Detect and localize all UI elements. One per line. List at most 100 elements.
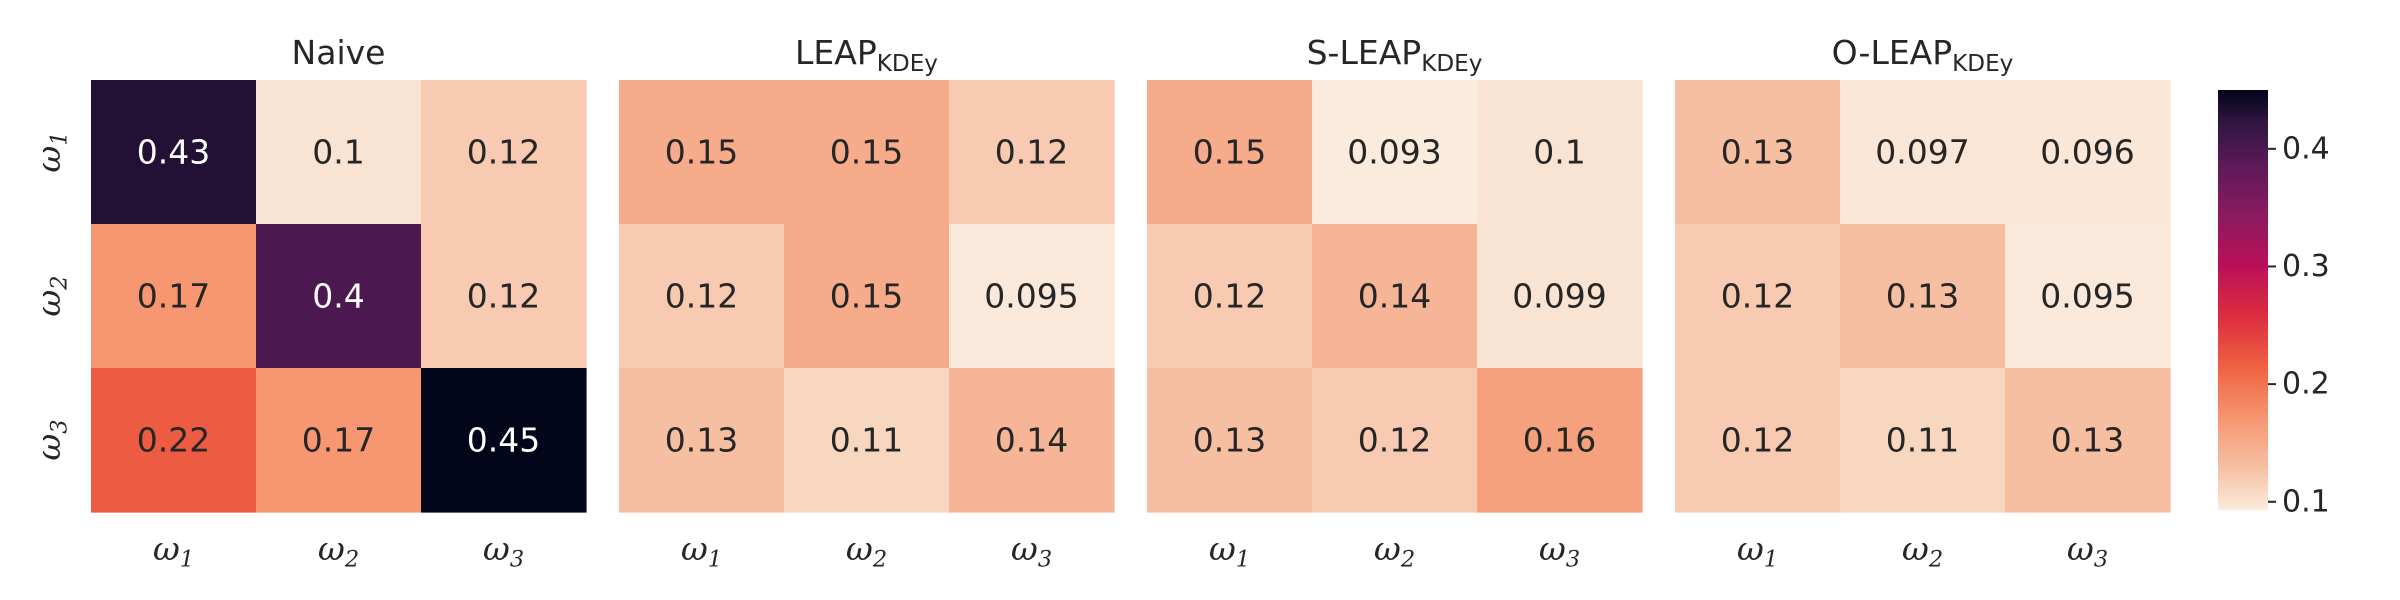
x-tick-label: ω1	[153, 529, 194, 573]
heatmap-cell	[619, 80, 785, 225]
x-tick-label: ω3	[1011, 529, 1052, 573]
panel-title: S-LEAPKDEy	[1307, 33, 1483, 77]
heatmap-cell	[91, 224, 257, 369]
heatmap-cell	[1477, 80, 1643, 225]
x-tick-label: ω1	[681, 529, 722, 573]
heatmap-cell	[949, 368, 1115, 513]
cell-value-label: 0.13	[665, 421, 738, 460]
cell-value-label: 0.095	[984, 277, 1078, 316]
cell-value-label: 0.17	[137, 277, 210, 316]
cell-value-label: 0.16	[1523, 421, 1596, 460]
x-tick-label: ω2	[1374, 529, 1415, 573]
colorbar-tick-label: 0.1	[2282, 484, 2330, 519]
heatmap-panel-2: LEAPKDEy 0.15 0.15 0.12 0.12 0.15 0.095 0.13 0.1…	[619, 33, 1115, 573]
heatmap-cell	[2005, 224, 2171, 369]
heatmap-cell	[619, 368, 785, 513]
cell-value-label: 0.093	[1347, 133, 1441, 172]
heatmap-panel-3: S-LEAPKDEy 0.15 0.093 0.1 0.12 0.14 0.099 0.13 0…	[1147, 33, 1643, 573]
heatmap-cell	[256, 224, 422, 369]
cell-value-label: 0.12	[467, 133, 540, 172]
heatmap-cell	[91, 368, 257, 513]
heatmap-cell	[2005, 368, 2171, 513]
heatmap-cell	[1840, 224, 2006, 369]
heatmap-cell	[784, 80, 950, 225]
cell-value-label: 0.15	[1193, 133, 1266, 172]
heatmap-cell	[1675, 224, 1841, 369]
x-tick-label: ω1	[1737, 529, 1778, 573]
cell-value-label: 0.4	[312, 277, 364, 316]
cell-value-label: 0.12	[1721, 277, 1794, 316]
heatmap-panels: Naive 0.43 0.1 0.12 0.17 0.4 0.12 0.22 0.17 0.45 ω…	[29, 33, 2171, 573]
cell-value-label: 0.14	[995, 421, 1068, 460]
cell-value-label: 0.096	[2040, 133, 2134, 172]
cell-value-label: 0.15	[830, 133, 903, 172]
cell-value-label: 0.43	[137, 133, 210, 172]
heatmap-cell	[1477, 224, 1643, 369]
heatmap-cell	[949, 80, 1115, 225]
panel-title: O-LEAPKDEy	[1832, 33, 2014, 77]
colorbar-tick-label: 0.4	[2282, 131, 2330, 166]
cell-value-label: 0.097	[1875, 133, 1969, 172]
x-tick-label: ω2	[846, 529, 887, 573]
cell-value-label: 0.12	[665, 277, 738, 316]
heatmap-cell	[1477, 368, 1643, 513]
x-tick-label: ω3	[2067, 529, 2108, 573]
cell-value-label: 0.13	[1886, 277, 1959, 316]
heatmap-cell	[1675, 368, 1841, 513]
heatmap-cell	[1147, 368, 1313, 513]
x-tick-label: ω2	[318, 529, 359, 573]
cell-value-label: 0.22	[137, 421, 210, 460]
colorbar-tick-label: 0.2	[2282, 367, 2330, 402]
cell-value-label: 0.11	[830, 421, 903, 460]
heatmap-cell	[619, 224, 785, 369]
heatmap-panel-1: Naive 0.43 0.1 0.12 0.17 0.4 0.12 0.22 0.17 0.45 ω…	[91, 33, 587, 573]
cell-value-label: 0.095	[2040, 277, 2134, 316]
heatmap-cell	[91, 80, 257, 225]
colorbar: 0.1 0.2 0.3 0.4	[2218, 90, 2330, 519]
cell-value-label: 0.17	[302, 421, 375, 460]
heatmap-cell	[256, 80, 422, 225]
heatmap-cell	[784, 368, 950, 513]
cell-value-label: 0.15	[830, 277, 903, 316]
cell-value-label: 0.12	[1358, 421, 1431, 460]
cell-value-label: 0.12	[1193, 277, 1266, 316]
cell-value-label: 0.12	[995, 133, 1068, 172]
heatmap-cell	[1147, 80, 1313, 225]
cell-value-label: 0.13	[1193, 421, 1266, 460]
cell-value-label: 0.099	[1512, 277, 1606, 316]
y-tick-label: ω3	[29, 419, 73, 460]
heatmap-cell	[2005, 80, 2171, 225]
heatmap-cell	[421, 368, 587, 513]
heatmap-cell	[1840, 368, 2006, 513]
cell-value-label: 0.14	[1358, 277, 1431, 316]
cell-value-label: 0.13	[2051, 421, 2124, 460]
heatmap-cell	[784, 224, 950, 369]
heatmap-cell	[1312, 368, 1478, 513]
colorbar-tick-label: 0.3	[2282, 249, 2330, 284]
cell-value-label: 0.15	[665, 133, 738, 172]
cell-value-label: 0.12	[1721, 421, 1794, 460]
heatmap-cell	[421, 80, 587, 225]
cell-value-label: 0.13	[1721, 133, 1794, 172]
panel-title: LEAPKDEy	[795, 33, 938, 77]
cell-value-label: 0.1	[1533, 133, 1585, 172]
panel-title: Naive	[292, 33, 386, 72]
y-tick-label: ω1	[29, 131, 73, 172]
heatmap-cell	[256, 368, 422, 513]
heatmap-cell	[1312, 80, 1478, 225]
x-tick-label: ω2	[1902, 529, 1943, 573]
x-tick-label: ω1	[1209, 529, 1250, 573]
heatmap-panel-4: O-LEAPKDEy 0.13 0.097 0.096 0.12 0.13 0.095 0.1…	[1675, 33, 2171, 573]
heatmap-cell	[421, 224, 587, 369]
heatmap-cell	[1840, 80, 2006, 225]
x-tick-label: ω3	[483, 529, 524, 573]
heatmap-cell	[1312, 224, 1478, 369]
cell-value-label: 0.11	[1886, 421, 1959, 460]
colorbar-gradient	[2218, 90, 2268, 510]
y-tick-label: ω2	[29, 275, 73, 316]
cell-value-label: 0.45	[467, 421, 540, 460]
heatmap-cell	[949, 224, 1115, 369]
cell-value-label: 0.12	[467, 277, 540, 316]
heatmap-cell	[1147, 224, 1313, 369]
